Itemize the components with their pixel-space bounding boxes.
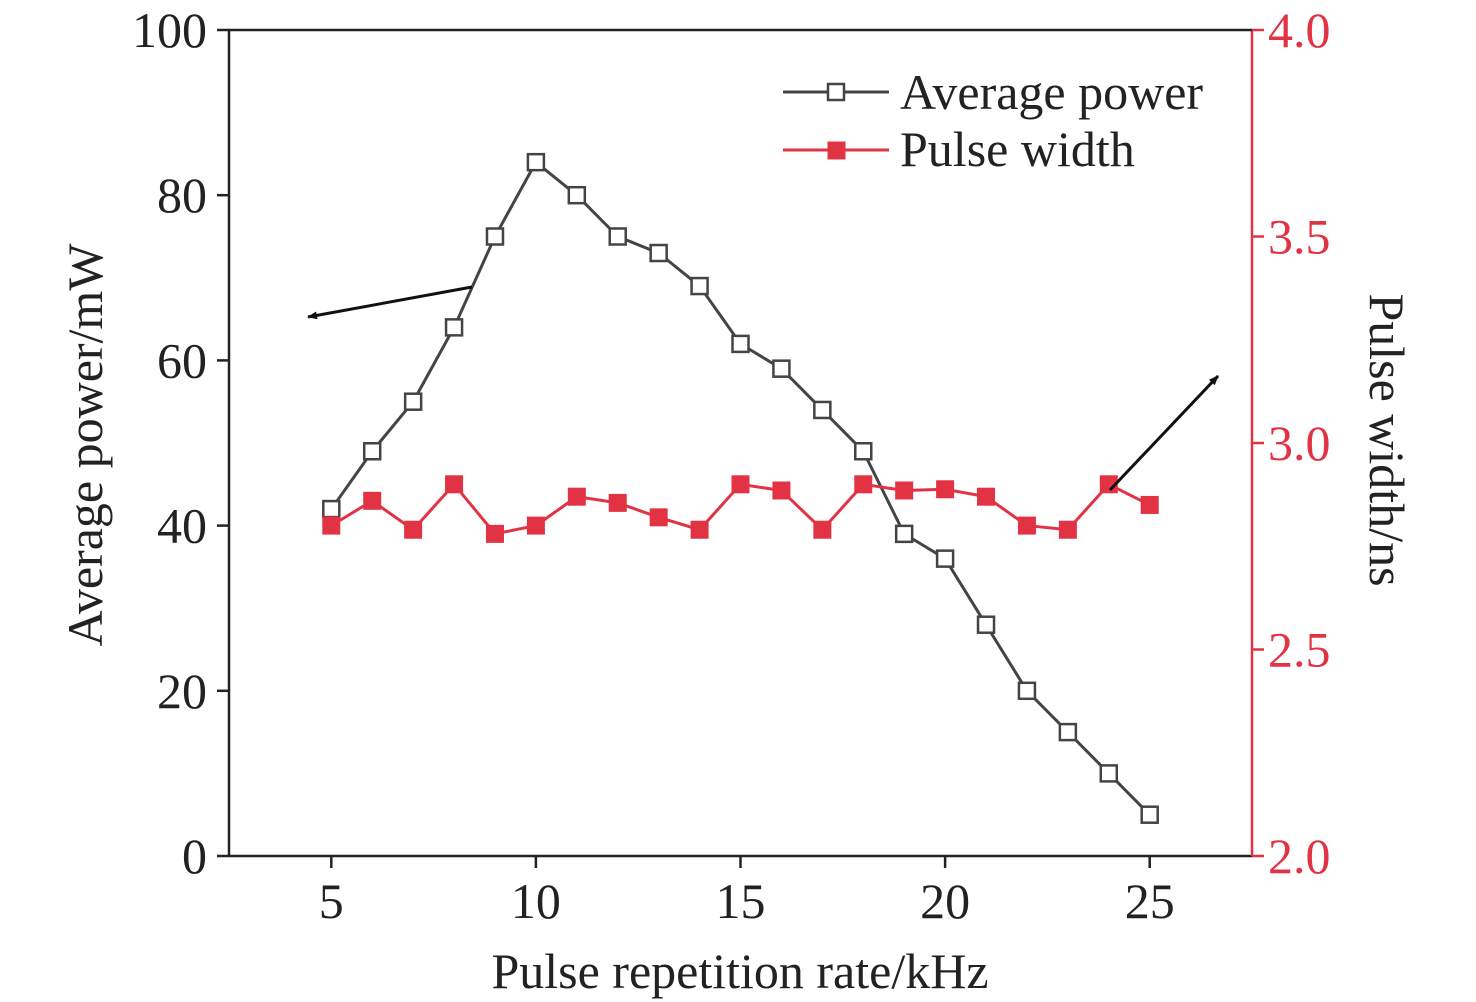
arrow-to-right-axis bbox=[1108, 374, 1220, 492]
data-point-average-power bbox=[526, 152, 546, 172]
left-y-tick-label: 20 bbox=[157, 663, 207, 719]
data-point-pulse-width bbox=[322, 516, 341, 535]
data-point-average-power bbox=[1140, 805, 1159, 824]
data-point-average-power bbox=[976, 615, 996, 634]
legend-marker-pulse-width bbox=[827, 141, 846, 160]
data-point-average-power bbox=[690, 276, 709, 296]
data-point-average-power bbox=[485, 227, 505, 246]
x-axis-title: Pulse repetition rate/kHz bbox=[491, 943, 988, 999]
data-point-pulse-width bbox=[1017, 516, 1036, 535]
data-point-average-power bbox=[362, 442, 382, 461]
data-point-pulse-width bbox=[895, 481, 914, 500]
right-y-tick-label: 3.5 bbox=[1268, 209, 1331, 265]
data-point-average-power bbox=[894, 524, 914, 544]
data-point-average-power bbox=[608, 227, 627, 246]
data-point-pulse-width bbox=[813, 520, 832, 539]
x-tick-label: 10 bbox=[511, 873, 561, 929]
data-point-average-power bbox=[567, 185, 587, 205]
data-point-average-power bbox=[1017, 681, 1037, 701]
data-point-pulse-width bbox=[485, 524, 504, 543]
left-y-tick-label: 60 bbox=[157, 332, 207, 388]
right-y-tick-label: 3.0 bbox=[1268, 415, 1331, 471]
legend: Average power Pulse width bbox=[783, 64, 1203, 177]
data-point-average-power bbox=[731, 334, 750, 354]
left-y-tick-label: 0 bbox=[182, 828, 207, 884]
x-tick-label: 25 bbox=[1125, 873, 1175, 929]
data-point-average-power bbox=[322, 499, 341, 519]
right-y-tick-label: 2.5 bbox=[1268, 622, 1331, 678]
data-point-pulse-width bbox=[649, 508, 668, 527]
right-y-tick-label: 4.0 bbox=[1268, 2, 1331, 58]
annotation-layer bbox=[307, 285, 1220, 492]
data-point-pulse-width bbox=[936, 480, 955, 499]
series-average-power bbox=[322, 152, 1159, 824]
data-point-pulse-width bbox=[854, 475, 873, 494]
left-y-axis-title: Average power/mW bbox=[57, 243, 113, 647]
data-point-average-power bbox=[444, 318, 464, 337]
data-point-pulse-width bbox=[567, 487, 586, 506]
data-point-average-power bbox=[935, 549, 955, 568]
data-point-pulse-width bbox=[1140, 495, 1159, 514]
left-y-tick-label: 80 bbox=[157, 167, 207, 223]
x-tick-label: 5 bbox=[319, 873, 344, 929]
data-point-pulse-width bbox=[404, 520, 423, 539]
legend-label-average-power: Average power bbox=[900, 64, 1203, 120]
x-tick-label: 20 bbox=[920, 873, 970, 929]
data-point-average-power bbox=[1058, 722, 1078, 742]
data-point-average-power bbox=[772, 359, 791, 378]
data-point-pulse-width bbox=[772, 481, 791, 500]
data-point-average-power bbox=[649, 243, 668, 263]
data-point-pulse-width bbox=[690, 520, 709, 539]
data-point-pulse-width bbox=[731, 475, 750, 494]
left-y-tick-label: 100 bbox=[132, 2, 207, 58]
data-point-pulse-width bbox=[1058, 520, 1077, 539]
axis-ticks: 5 10 15 20 25 0 20 40 60 80 100 2.0 2.5 3.0 3.5 4.0 bbox=[132, 2, 1331, 929]
right-y-tick-label: 2.0 bbox=[1268, 828, 1331, 884]
data-point-pulse-width bbox=[526, 516, 545, 535]
data-point-pulse-width bbox=[363, 491, 382, 510]
data-point-average-power bbox=[854, 442, 873, 461]
series-pulse-width bbox=[322, 475, 1159, 543]
left-y-tick-label: 40 bbox=[157, 498, 207, 554]
right-y-axis-title: Pulse width/ns bbox=[1359, 293, 1415, 586]
x-tick-label: 15 bbox=[716, 873, 766, 929]
data-point-pulse-width bbox=[608, 493, 627, 512]
data-point-pulse-width bbox=[445, 475, 464, 494]
arrow-to-left-axis bbox=[307, 285, 473, 320]
data-point-average-power bbox=[403, 392, 423, 411]
series-layer bbox=[322, 152, 1159, 824]
legend-marker-average-power bbox=[826, 82, 846, 102]
data-point-average-power bbox=[1099, 764, 1119, 783]
data-point-pulse-width bbox=[977, 487, 996, 506]
legend-label-pulse-width: Pulse width bbox=[900, 121, 1135, 177]
data-point-average-power bbox=[813, 400, 832, 420]
